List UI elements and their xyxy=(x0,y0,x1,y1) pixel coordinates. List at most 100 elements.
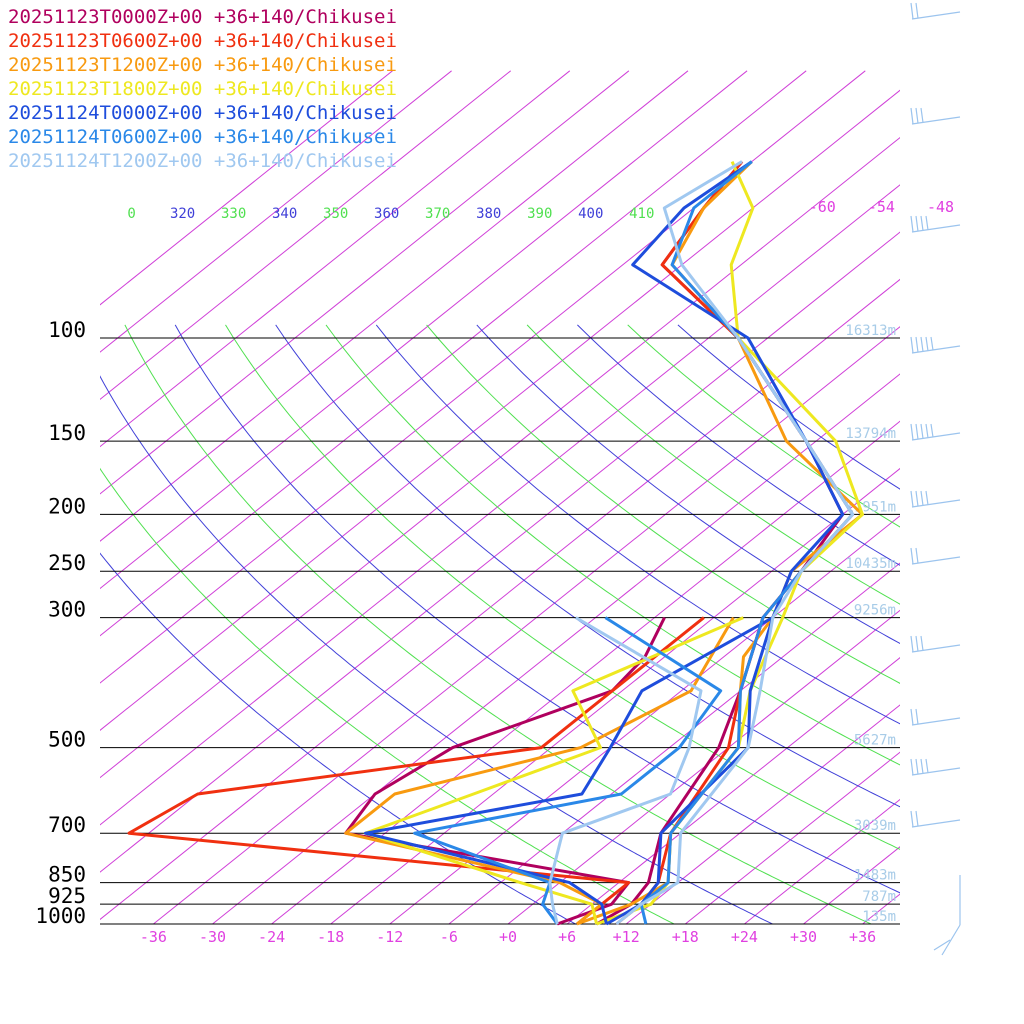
trace-layer xyxy=(127,160,864,926)
theta-label: 330 xyxy=(221,206,246,222)
wind-barb xyxy=(910,547,961,565)
sounding-series xyxy=(363,160,864,926)
wind-barb-staff xyxy=(911,116,961,125)
height-label: 1483m xyxy=(854,868,896,884)
sounding-series xyxy=(413,160,855,925)
wind-barb-staff xyxy=(911,345,961,354)
temperature-tick-label: +24 xyxy=(731,928,758,946)
isotherm-line xyxy=(507,609,900,924)
temperature-tick-label: -36 xyxy=(140,928,167,946)
wind-barb-feather xyxy=(930,423,934,438)
temperature-tick-label: -30 xyxy=(199,928,226,946)
temperature-tick-label: +18 xyxy=(672,928,699,946)
isotherm-line xyxy=(100,70,866,684)
wind-barb-feather xyxy=(910,758,914,776)
legend-entry: 20251123T1200Z+00 +36+140/Chikusei xyxy=(8,54,397,76)
height-label: 16313m xyxy=(845,323,896,339)
legend: 20251123T0000Z+00 +36+140/Chikusei202511… xyxy=(8,6,397,172)
isotherm-line xyxy=(100,70,748,590)
height-label: 3039m xyxy=(854,818,896,834)
dry-adiabat-line xyxy=(375,324,900,725)
temperature-tick-label: +0 xyxy=(499,928,517,946)
wind-barb-feather xyxy=(920,336,924,352)
isotherm-line xyxy=(271,420,900,924)
dry-adiabat-line xyxy=(225,324,900,850)
pressure-label: 850 xyxy=(48,863,86,887)
wind-barb-feather xyxy=(925,215,929,230)
pressure-label: 1000 xyxy=(35,904,86,928)
dewpoint-trace xyxy=(127,616,705,926)
wind-barb-feather xyxy=(910,547,914,565)
pressure-label: 250 xyxy=(48,551,86,575)
wind-barb-feather xyxy=(915,2,919,19)
wind-barb xyxy=(910,2,961,20)
dewpoint-trace xyxy=(363,616,774,925)
isotherm-line xyxy=(566,657,900,924)
upper-temperature-label: -60 xyxy=(809,198,836,216)
legend-entry: 20251124T0000Z+00 +36+140/Chikusei xyxy=(8,102,397,124)
wind-barb-feather xyxy=(930,336,934,351)
wind-barb-feather xyxy=(920,423,924,439)
isotherm-line xyxy=(100,184,900,826)
dry-adiabat-line xyxy=(426,324,900,684)
wind-barb xyxy=(910,215,961,233)
wind-barb-feather xyxy=(915,423,919,440)
wind-barb-feather xyxy=(915,215,919,232)
pressure-label: 200 xyxy=(48,494,86,518)
isotherm-line xyxy=(100,278,900,921)
theta-label: 390 xyxy=(527,206,552,222)
wind-barb-feather xyxy=(910,423,914,441)
legend-entry: 20251123T1800Z+00 +36+140/Chikusei xyxy=(8,78,397,100)
legend-entry: 20251123T0000Z+00 +36+140/Chikusei xyxy=(8,6,397,28)
sounding-series xyxy=(344,160,845,926)
legend-entry: 20251123T0600Z+00 +36+140/Chikusei xyxy=(8,30,397,52)
isotherm-line xyxy=(684,751,900,924)
temperature-trace xyxy=(639,160,855,925)
isotherm-line xyxy=(803,846,900,924)
theta-label: 0 xyxy=(127,206,135,222)
wind-barb xyxy=(910,810,961,828)
wind-barb-feather xyxy=(910,107,914,125)
isotherm-line xyxy=(100,70,452,353)
dry-adiabat-line xyxy=(526,324,900,605)
sounding-series xyxy=(344,160,864,926)
isotherm-line xyxy=(981,71,1024,924)
wind-barb-feather xyxy=(920,215,924,231)
wind-barb xyxy=(910,635,961,653)
temperature-trace xyxy=(595,160,845,926)
wind-barb-feather xyxy=(915,547,919,564)
pressure-label: 925 xyxy=(48,884,86,908)
wind-barb-feather xyxy=(925,490,929,505)
theta-label: 400 xyxy=(578,206,603,222)
pressure-label: 700 xyxy=(48,813,86,837)
wind-barb-feather xyxy=(910,635,914,653)
wind-barb-feather xyxy=(920,635,924,651)
wind-barb-feather xyxy=(910,708,914,726)
theta-label: 350 xyxy=(323,206,348,222)
wind-barb-feather xyxy=(915,490,919,507)
height-label: 9256m xyxy=(854,603,896,619)
dewpoint-trace xyxy=(344,616,666,926)
sounding-series xyxy=(548,160,855,926)
pressure-label: 150 xyxy=(48,421,86,445)
wind-barb xyxy=(910,423,961,441)
isotherm-line xyxy=(100,89,900,731)
theta-label: 410 xyxy=(629,206,654,222)
wind-barb-feather xyxy=(910,810,914,828)
wind-barb-feather xyxy=(915,708,919,725)
wind-barb-feather xyxy=(915,635,919,652)
wind-barb-feather xyxy=(910,490,914,508)
wind-barb xyxy=(910,758,961,776)
wind-barb xyxy=(910,708,961,726)
upper-temperature-label: -48 xyxy=(927,198,954,216)
height-label: 13794m xyxy=(845,426,896,442)
isotherm-line xyxy=(100,70,630,495)
wind-barb-feather xyxy=(925,758,929,773)
wind-barb-feather xyxy=(910,2,914,20)
dewpoint-trace xyxy=(413,616,723,925)
temperature-tick-label: -6 xyxy=(440,928,458,946)
dewpoint-trace xyxy=(548,616,703,925)
wind-barb-staff xyxy=(911,556,961,565)
temperature-tick-label: +6 xyxy=(558,928,576,946)
